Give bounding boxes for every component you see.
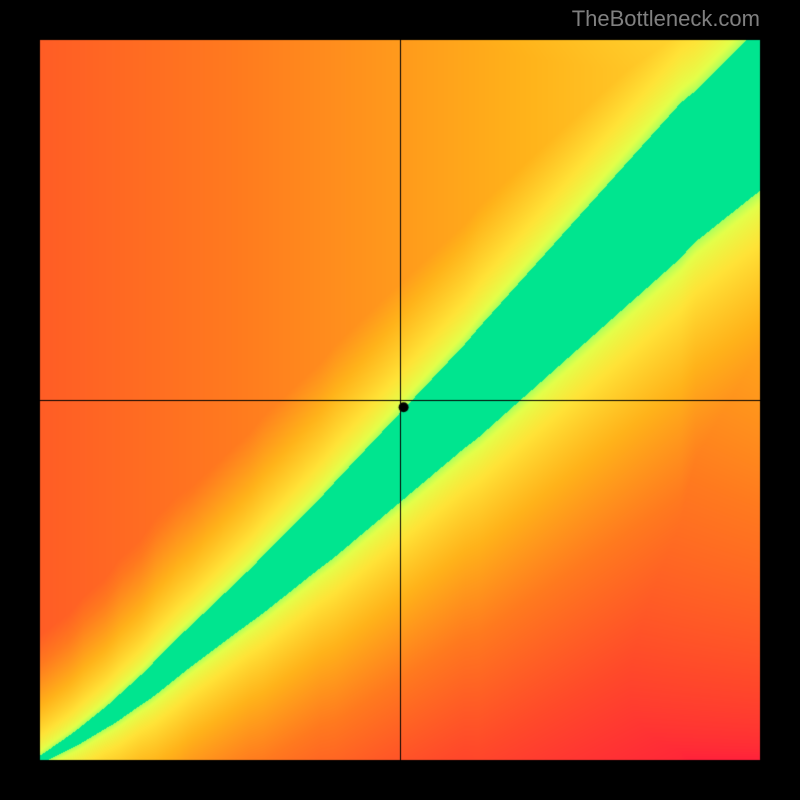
watermark-text: TheBottleneck.com xyxy=(572,6,760,32)
chart-container: TheBottleneck.com xyxy=(0,0,800,800)
bottleneck-heatmap-canvas xyxy=(0,0,800,800)
